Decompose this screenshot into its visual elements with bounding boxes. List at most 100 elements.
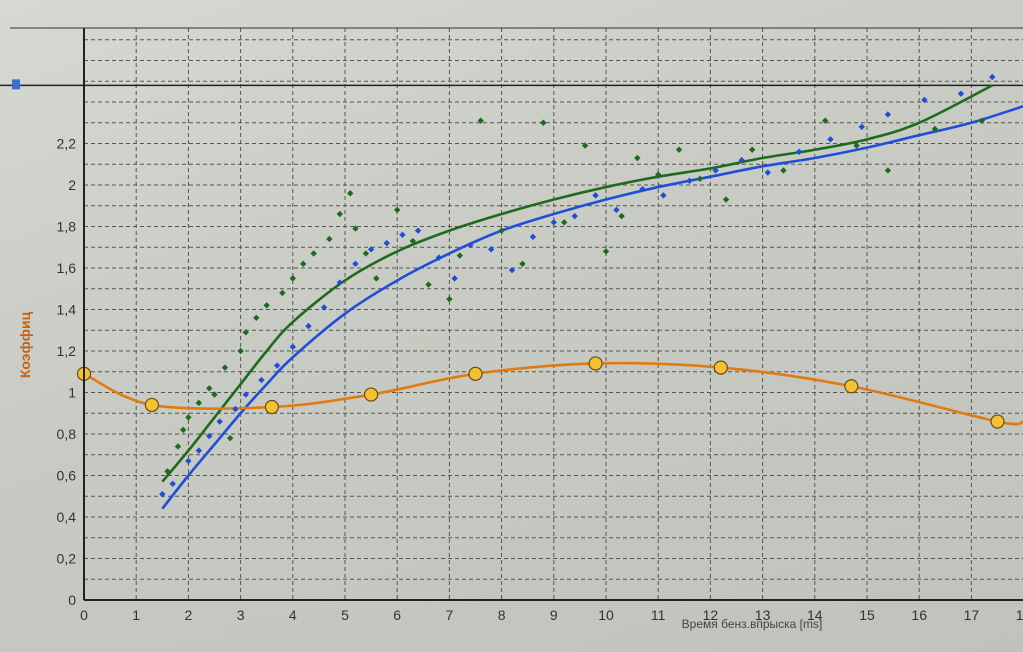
blue-data-point <box>289 343 296 351</box>
orange-data-point <box>990 414 1005 429</box>
green-data-point <box>237 347 244 355</box>
blue-series-line <box>161 104 1023 510</box>
green-data-point <box>602 248 610 255</box>
green-data-point <box>519 260 526 268</box>
green-data-point <box>195 399 203 407</box>
blue-data-point <box>571 212 578 220</box>
green-data-point <box>174 443 182 450</box>
blue-data-point <box>921 96 928 104</box>
blue-data-point <box>884 111 892 118</box>
y-tick-label: 1,6 <box>57 260 77 276</box>
green-data-point <box>310 250 317 257</box>
blue-data-point <box>738 156 745 164</box>
green-data-point <box>373 275 380 282</box>
x-tick-label: 5 <box>341 607 349 623</box>
x-tick-label: 9 <box>550 607 558 623</box>
blue-data-point <box>957 90 965 97</box>
y-tick-label: 0,8 <box>57 426 77 442</box>
grid <box>0 28 1023 600</box>
blue-data-point <box>435 254 443 261</box>
green-data-point <box>634 154 641 162</box>
orange-series-line <box>83 361 1023 426</box>
x-tick-label: 13 <box>755 607 771 623</box>
curves <box>83 84 1023 510</box>
green-data-point <box>164 468 171 475</box>
green-data-point <box>326 235 333 243</box>
blue-data-point <box>639 185 646 193</box>
x-tick-label: 12 <box>703 607 719 623</box>
green-data-point <box>253 314 260 321</box>
green-data-point <box>362 250 370 257</box>
y-tick-label: 2 <box>68 177 76 193</box>
green-data-point <box>446 295 453 303</box>
green-data-point <box>581 142 589 149</box>
blue-data-point <box>232 405 239 413</box>
green-data-point <box>347 190 354 197</box>
green-data-point <box>780 167 787 174</box>
blue-data-point <box>467 241 474 249</box>
y-tick-label: 0,2 <box>57 551 77 567</box>
blue-data-point <box>195 447 203 454</box>
blue-data-point <box>414 227 422 234</box>
orange-data-point <box>588 356 603 371</box>
green-data-point <box>618 212 625 220</box>
y-tick-label: 1,4 <box>57 302 77 318</box>
green-data-point <box>748 146 756 153</box>
blue-data-point <box>529 233 537 241</box>
green-data-point <box>561 219 568 226</box>
blue-data-point <box>399 231 406 238</box>
green-data-point <box>477 117 484 124</box>
green-data-point <box>394 206 401 214</box>
x-tick-label: 4 <box>289 607 297 623</box>
blue-data-point <box>242 391 250 398</box>
blue-data-point <box>352 260 359 268</box>
blue-data-point <box>660 192 667 199</box>
blue-data-point <box>258 376 265 384</box>
green-series-line <box>161 84 993 483</box>
blue-data-point <box>273 362 281 369</box>
blue-data-point <box>169 480 176 487</box>
y-tick-label: 1,8 <box>57 219 77 235</box>
blue-data-point <box>508 266 516 274</box>
blue-data-point <box>550 219 557 226</box>
green-data-point <box>185 414 192 421</box>
blue-data-point <box>305 322 312 330</box>
green-data-point <box>822 117 829 124</box>
x-tick-label: 10 <box>598 607 614 623</box>
green-data-point <box>409 237 417 245</box>
green-data-point <box>179 426 187 434</box>
blue-data-point <box>827 136 834 143</box>
x-tick-label: 8 <box>498 607 506 623</box>
blue-data-point <box>451 275 458 282</box>
green-data-point <box>722 196 730 203</box>
green-data-point <box>498 227 505 234</box>
blue-data-point <box>216 418 223 425</box>
blue-data-point <box>185 457 192 465</box>
green-data-point <box>279 289 286 297</box>
scroll-marker <box>12 79 20 90</box>
blue-data-point <box>795 148 803 155</box>
x-tick-label: 15 <box>859 607 875 623</box>
y-axis-label: Коэффиц <box>17 311 33 378</box>
green-data-point <box>221 364 229 371</box>
green-data-point <box>206 385 213 392</box>
blue-data-point <box>367 246 375 253</box>
x-tick-label: 6 <box>393 607 401 623</box>
green-data-point <box>226 434 234 442</box>
x-tick-label: 0 <box>80 607 88 623</box>
green-data-point <box>336 210 343 218</box>
green-data-point <box>853 142 860 149</box>
orange-data-point <box>713 360 728 375</box>
green-data-point <box>655 171 662 178</box>
axes: 012345678910111213141516171800,20,40,60,… <box>10 27 1023 623</box>
x-tick-label: 14 <box>807 607 823 623</box>
blue-data-point <box>336 279 343 286</box>
y-tick-label: 1 <box>68 385 76 401</box>
green-data-point <box>263 302 270 309</box>
orange-data-point <box>364 387 379 402</box>
y-tick-label: 1,2 <box>57 343 77 359</box>
x-tick-label: 11 <box>651 607 666 623</box>
green-data-point <box>300 260 307 268</box>
blue-data-point <box>858 123 865 131</box>
